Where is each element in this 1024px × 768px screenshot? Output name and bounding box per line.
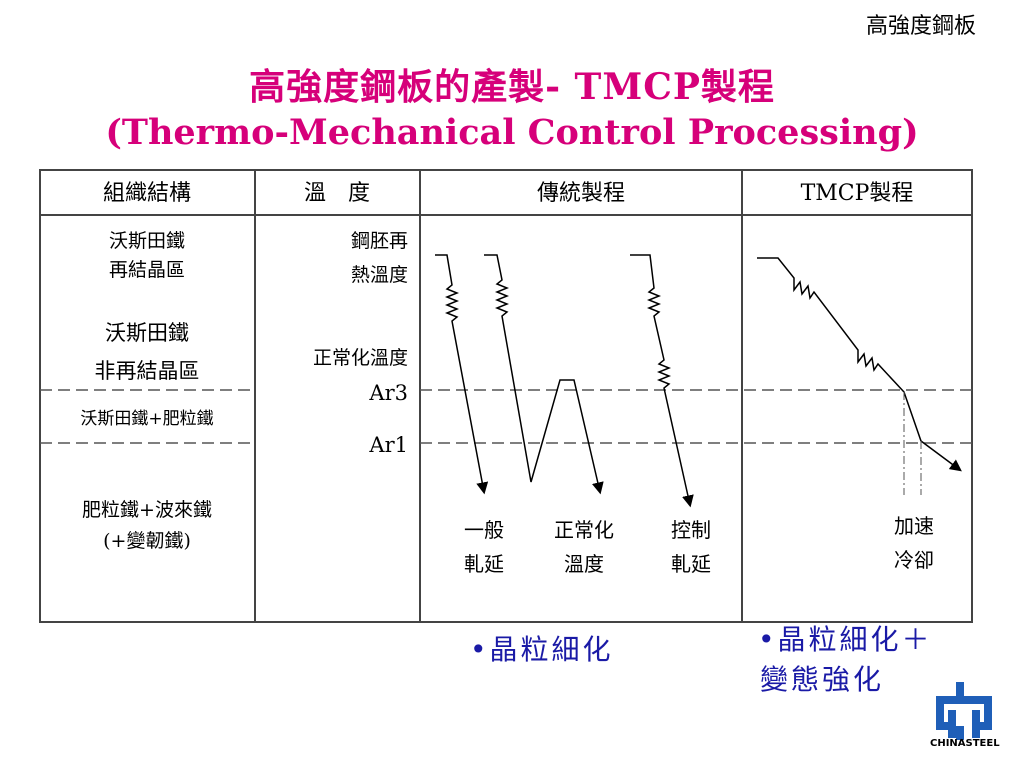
austenite-recryst-line2: 再結晶區 — [109, 259, 185, 281]
austenite-nonrecryst-line2: 非再結晶區 — [95, 359, 200, 383]
controlled-rolling-line1: 控制 — [671, 518, 711, 542]
logo-text: CHINASTEEL — [930, 738, 1000, 749]
ar3-label: Ar3 — [368, 381, 408, 405]
austenite-ferrite-label: 沃斯田鐵+肥粒鐵 — [80, 409, 213, 429]
accelerated-cooling-line1: 加速 — [894, 514, 934, 538]
chinasteel-logo-icon — [936, 682, 992, 740]
bullet-tmcp-line1: •晶粒細化＋ — [758, 623, 933, 656]
reheat-temp-line2: 熱溫度 — [351, 264, 408, 286]
corner-label: 高強度鋼板 — [865, 14, 976, 39]
bullet-grain-refinement: •晶粒細化 — [470, 633, 614, 666]
page-title: 高強度鋼板的產製- TMCP製程 — [249, 66, 775, 108]
normalizing-curve — [484, 254, 604, 495]
normalizing-temp-label: 正常化溫度 — [313, 347, 408, 369]
normalizing-line2: 溫度 — [564, 552, 604, 576]
austenite-nonrecryst-line1: 沃斯田鐵 — [105, 321, 189, 345]
accelerated-cooling-line2: 冷卻 — [894, 548, 934, 572]
general-rolling-line2: 軋延 — [464, 552, 504, 576]
normalizing-line1: 正常化 — [554, 518, 614, 542]
ferrite-pearlite-line1: 肥粒鐵+波來鐵 — [82, 499, 212, 521]
header-conventional: 傳統製程 — [537, 181, 625, 206]
table-frame — [39, 169, 973, 623]
austenite-recryst-line1: 沃斯田鐵 — [109, 230, 185, 252]
controlled-rolling-curve — [630, 254, 694, 508]
reheat-temp-line1: 鋼胚再 — [351, 230, 408, 252]
header-structure: 組織結構 — [103, 181, 191, 206]
ferrite-pearlite-line2: (+變韌鐵) — [103, 530, 191, 552]
header-tmcp: TMCP製程 — [801, 181, 914, 206]
ar1-label: Ar1 — [368, 433, 408, 457]
controlled-rolling-line2: 軋延 — [671, 552, 711, 576]
page-subtitle: (Thermo-Mechanical Control Processing) — [105, 112, 919, 153]
bullet-tmcp-line2: 變態強化 — [760, 663, 885, 696]
general-rolling-line1: 一般 — [464, 518, 504, 542]
header-temperature: 溫 度 — [304, 181, 370, 206]
tmcp-curve — [757, 257, 962, 472]
general-rolling-curve — [435, 254, 489, 495]
